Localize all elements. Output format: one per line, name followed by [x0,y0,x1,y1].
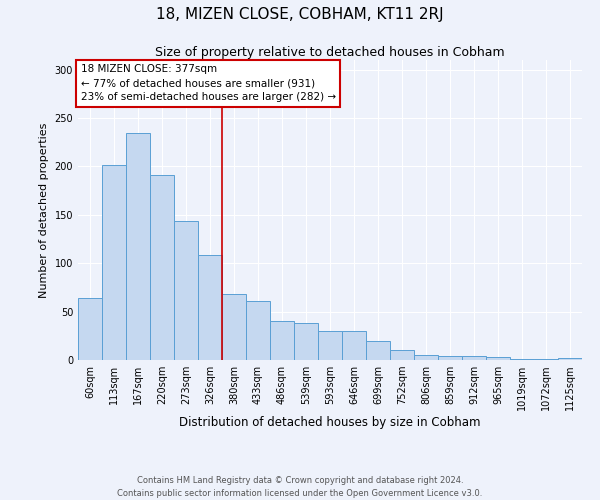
Bar [414,355,438,360]
Bar [198,256,222,360]
Bar [462,356,486,360]
Bar [486,357,510,360]
Bar [270,322,294,360]
Bar [438,356,462,360]
Bar [366,340,390,360]
Bar [534,359,558,360]
Text: Contains HM Land Registry data © Crown copyright and database right 2024.
Contai: Contains HM Land Registry data © Crown c… [118,476,482,498]
Bar [390,350,414,360]
Bar [294,323,318,360]
Bar [510,359,534,360]
Bar [558,358,582,360]
X-axis label: Distribution of detached houses by size in Cobham: Distribution of detached houses by size … [179,416,481,429]
Text: 18 MIZEN CLOSE: 377sqm
← 77% of detached houses are smaller (931)
23% of semi-de: 18 MIZEN CLOSE: 377sqm ← 77% of detached… [80,64,335,102]
Bar [246,301,270,360]
Y-axis label: Number of detached properties: Number of detached properties [39,122,49,298]
Bar [174,220,198,360]
Bar [318,331,342,360]
Title: Size of property relative to detached houses in Cobham: Size of property relative to detached ho… [155,46,505,59]
Bar [102,164,126,360]
Bar [150,175,174,360]
Bar [342,331,366,360]
Bar [222,294,246,360]
Bar [78,298,102,360]
Bar [126,132,150,360]
Text: 18, MIZEN CLOSE, COBHAM, KT11 2RJ: 18, MIZEN CLOSE, COBHAM, KT11 2RJ [156,8,444,22]
